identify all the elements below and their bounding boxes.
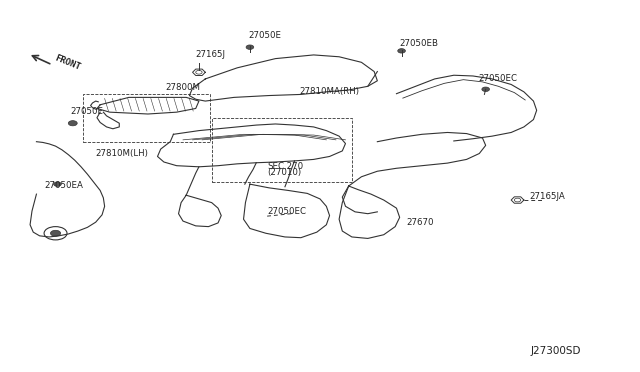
Text: 27050EA: 27050EA <box>45 181 84 190</box>
Text: 27050E: 27050E <box>70 107 103 116</box>
Text: 27670: 27670 <box>406 218 433 227</box>
Text: 27050EB: 27050EB <box>399 39 438 48</box>
Circle shape <box>482 87 490 92</box>
Circle shape <box>51 230 61 236</box>
Text: 27810M(LH): 27810M(LH) <box>96 149 148 158</box>
Text: 27165JA: 27165JA <box>529 192 564 201</box>
Bar <box>212 118 352 182</box>
Text: FRONT: FRONT <box>54 53 82 72</box>
Text: SEC.270: SEC.270 <box>268 162 304 171</box>
Circle shape <box>246 45 253 49</box>
Text: 27800M: 27800M <box>166 83 201 92</box>
Text: J27300SD: J27300SD <box>531 346 581 356</box>
Circle shape <box>68 121 77 126</box>
Bar <box>83 94 211 142</box>
Text: 27050EC: 27050EC <box>268 206 307 215</box>
Text: 27050E: 27050E <box>248 31 282 40</box>
Circle shape <box>54 182 61 186</box>
Text: (27010): (27010) <box>268 168 302 177</box>
Circle shape <box>397 49 405 53</box>
Text: 27050EC: 27050EC <box>478 74 517 83</box>
Text: 27165J: 27165J <box>196 49 226 59</box>
Text: 27810MA(RH): 27810MA(RH) <box>300 87 360 96</box>
